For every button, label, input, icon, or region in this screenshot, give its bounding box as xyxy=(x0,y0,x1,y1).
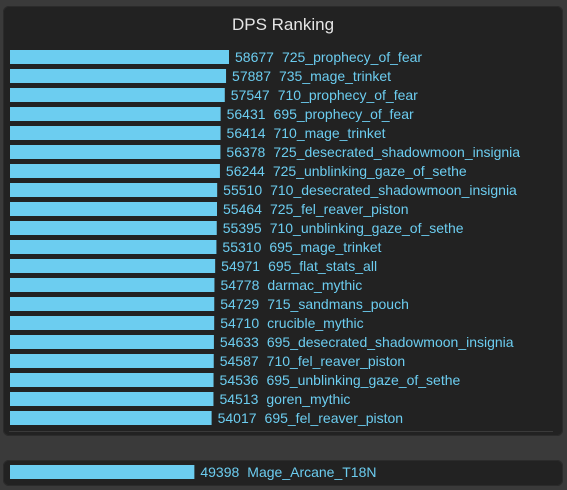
ranking-category-label-4: 695_prophecy_of_fear xyxy=(274,106,414,122)
ranking-bar-19 xyxy=(10,392,214,406)
ranking-bar-20 xyxy=(10,411,212,425)
ranking-category-label-16: 695_desecrated_shadowmoon_insignia xyxy=(267,334,514,350)
ranking-value-label-1: 58677 xyxy=(235,49,274,65)
ranking-bar-13 xyxy=(10,278,215,292)
ranking-category-label-14: 715_sandmans_pouch xyxy=(267,296,409,312)
ranking-value-label-15: 54710 xyxy=(220,315,259,331)
ranking-bar-2 xyxy=(10,69,227,83)
ranking-category-label-7: 725_unblinking_gaze_of_sethe xyxy=(273,163,467,179)
ranking-category-label-17: 710_fel_reaver_piston xyxy=(267,353,406,369)
dps-ranking-chart: 58677 725_prophecy_of_fear 57887 735_mage_t… xyxy=(10,49,520,426)
ranking-category-label-6: 725_desecrated_shadowmoon_insignia xyxy=(273,144,520,160)
panel-divider xyxy=(9,431,553,432)
ranking-value-label-17: 54587 xyxy=(220,353,259,369)
ranking-value-label-4: 56431 xyxy=(227,106,266,122)
ranking-value-label-16: 54633 xyxy=(220,334,259,350)
ranking-category-label-2: 735_mage_trinket xyxy=(279,68,391,84)
ranking-value-label-12: 54971 xyxy=(221,258,260,274)
baseline-chart: 49398 Mage_Arcane_T18N xyxy=(10,464,376,480)
ranking-category-label-8: 710_desecrated_shadowmoon_insignia xyxy=(270,182,517,198)
ranking-bar-9 xyxy=(10,202,218,216)
chart-title: DPS Ranking xyxy=(231,15,335,34)
ranking-bar-15 xyxy=(10,316,215,330)
ranking-bar-6 xyxy=(10,145,221,159)
ranking-bar-1 xyxy=(10,50,229,64)
ranking-category-label-1: 725_prophecy_of_fear xyxy=(282,49,422,65)
ranking-value-label-19: 54513 xyxy=(219,391,258,407)
ranking-category-label-19: goren_mythic xyxy=(266,391,350,407)
ranking-bar-10 xyxy=(10,221,217,235)
ranking-value-label-10: 55395 xyxy=(223,220,262,236)
ranking-category-label-10: 710_unblinking_gaze_of_sethe xyxy=(270,220,464,236)
ranking-value-label-9: 55464 xyxy=(223,201,262,217)
ranking-category-label-9: 725_fel_reaver_piston xyxy=(270,201,409,217)
baseline-bar-1 xyxy=(10,465,195,479)
ranking-value-label-13: 54778 xyxy=(220,277,259,293)
ranking-category-label-15: crucible_mythic xyxy=(267,315,363,331)
ranking-bar-18 xyxy=(10,373,214,387)
ranking-value-label-8: 55510 xyxy=(223,182,262,198)
ranking-bar-17 xyxy=(10,354,214,368)
ranking-value-label-20: 54017 xyxy=(218,410,257,426)
ranking-bar-8 xyxy=(10,183,218,197)
ranking-value-label-3: 57547 xyxy=(231,87,270,103)
ranking-value-label-7: 56244 xyxy=(226,163,265,179)
ranking-category-label-20: 695_fel_reaver_piston xyxy=(265,410,404,426)
ranking-category-label-13: darmac_mythic xyxy=(267,277,362,293)
ranking-bar-11 xyxy=(10,240,217,254)
baseline-panel: 49398 Mage_Arcane_T18N xyxy=(3,460,563,486)
ranking-bar-4 xyxy=(10,107,221,121)
ranking-category-label-12: 695_flat_stats_all xyxy=(268,258,377,274)
baseline-category-label-1: Mage_Arcane_T18N xyxy=(247,464,376,480)
ranking-bar-14 xyxy=(10,297,215,311)
ranking-bar-7 xyxy=(10,164,220,178)
ranking-bar-12 xyxy=(10,259,216,273)
ranking-category-label-11: 695_mage_trinket xyxy=(269,239,381,255)
ranking-value-label-18: 54536 xyxy=(220,372,259,388)
ranking-value-label-2: 57887 xyxy=(232,68,271,84)
ranking-category-label-3: 710_prophecy_of_fear xyxy=(278,87,418,103)
baseline-value-label-1: 49398 xyxy=(200,464,239,480)
ranking-value-label-6: 56378 xyxy=(226,144,265,160)
ranking-value-label-11: 55310 xyxy=(222,239,261,255)
ranking-category-label-18: 695_unblinking_gaze_of_sethe xyxy=(266,372,460,388)
ranking-bar-3 xyxy=(10,88,225,102)
ranking-bar-16 xyxy=(10,335,214,349)
ranking-category-label-5: 710_mage_trinket xyxy=(273,125,385,141)
ranking-value-label-5: 56414 xyxy=(227,125,266,141)
ranking-bar-5 xyxy=(10,126,221,140)
dps-ranking-panel: DPS Ranking 58677 725_prophecy_of_fear 578… xyxy=(3,6,563,436)
ranking-value-label-14: 54729 xyxy=(220,296,259,312)
